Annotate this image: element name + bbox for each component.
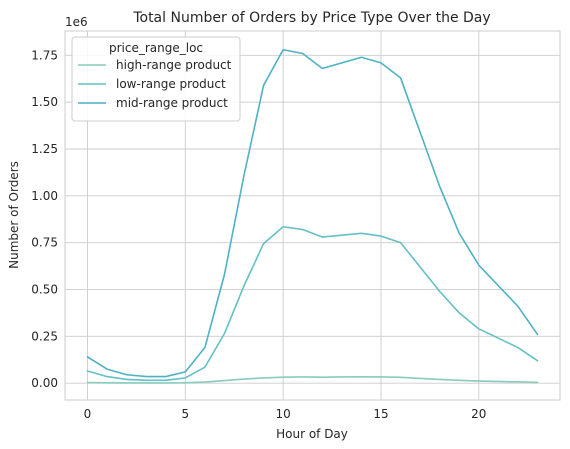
y-tick-label: 0.25 — [31, 329, 58, 343]
legend: price_range_loc high-range product low-ra… — [72, 37, 240, 121]
y-tick-label: 1.50 — [31, 95, 58, 109]
legend-title: price_range_loc — [109, 41, 203, 55]
x-tick-label: 5 — [182, 407, 190, 421]
legend-label: mid-range product — [116, 96, 228, 110]
y-tick-label: 0.75 — [31, 236, 58, 250]
x-tick-label: 10 — [276, 407, 291, 421]
y-tick-labels: 0.00 0.25 0.50 0.75 1.00 1.25 1.50 1.75 — [31, 48, 58, 390]
x-tick-label: 0 — [84, 407, 92, 421]
y-axis-label: Number of Orders — [7, 161, 21, 269]
chart-title: Total Number of Orders by Price Type Ove… — [132, 10, 490, 26]
legend-label: low-range product — [116, 77, 226, 91]
y-tick-label: 1.25 — [31, 142, 58, 156]
x-axis-label: Hour of Day — [276, 427, 348, 441]
y-offset-label: 1e6 — [65, 15, 88, 29]
y-tick-label: 1.00 — [31, 189, 58, 203]
y-tick-label: 1.75 — [31, 48, 58, 62]
y-tick-label: 0.00 — [31, 376, 58, 390]
x-tick-label: 15 — [373, 407, 388, 421]
y-tick-label: 0.50 — [31, 282, 58, 296]
x-tick-label: 20 — [471, 407, 486, 421]
x-tick-labels: 0 5 10 15 20 — [84, 407, 487, 421]
legend-label: high-range product — [116, 58, 232, 72]
